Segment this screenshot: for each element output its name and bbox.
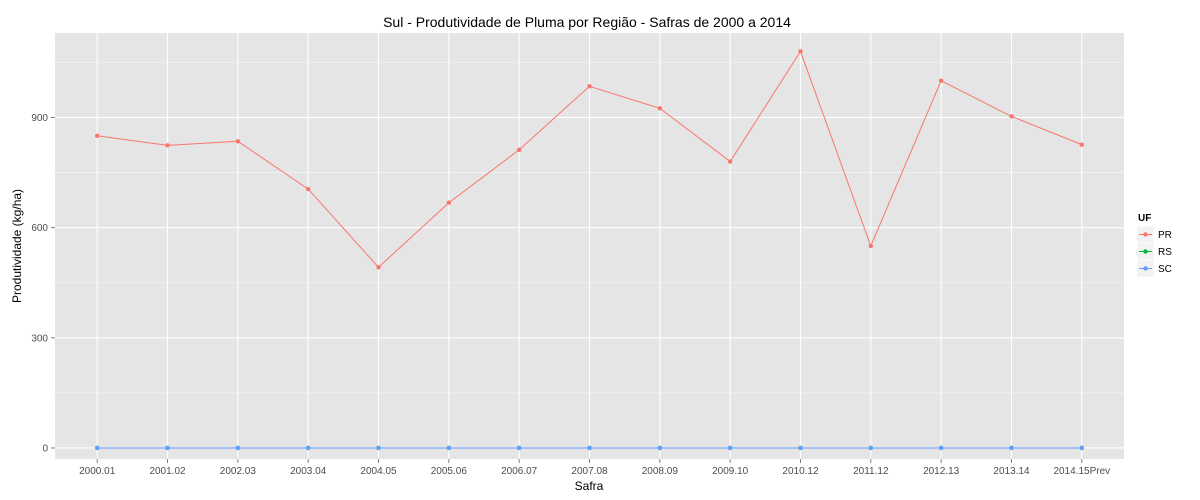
data-point-sc xyxy=(727,445,733,451)
legend-swatch-point xyxy=(1143,266,1148,271)
legend-swatch-point xyxy=(1143,249,1148,254)
data-point-pr xyxy=(657,106,663,111)
x-tick-label: 2005.06 xyxy=(431,466,468,477)
legend-title: UF xyxy=(1138,213,1151,224)
data-point-pr xyxy=(446,200,452,205)
data-point-pr xyxy=(94,133,100,139)
data-point-sc xyxy=(446,445,452,451)
x-tick-label: 2003.04 xyxy=(290,466,327,477)
y-tick-label: 600 xyxy=(31,223,48,234)
data-point-pr xyxy=(938,78,944,83)
data-point-pr xyxy=(587,84,592,89)
data-point-sc xyxy=(165,445,170,451)
legend-label-sc: SC xyxy=(1158,264,1172,275)
chart-title: Sul - Produtividade de Pluma por Região … xyxy=(383,14,791,30)
data-point-pr xyxy=(165,143,170,148)
y-tick-label: 0 xyxy=(42,443,48,454)
data-point-sc xyxy=(657,445,663,451)
data-point-pr xyxy=(376,265,381,270)
legend-label-pr: PR xyxy=(1158,230,1172,241)
data-point-sc xyxy=(94,445,100,451)
data-point-sc xyxy=(516,445,522,451)
x-tick-label: 2006.07 xyxy=(501,466,538,477)
y-tick-label: 900 xyxy=(31,113,48,124)
major-gridlines xyxy=(55,33,1124,459)
data-point-pr xyxy=(516,147,522,152)
data-point-pr xyxy=(235,139,241,144)
data-point-pr xyxy=(1079,142,1085,147)
data-point-sc xyxy=(305,445,311,451)
data-point-sc xyxy=(938,445,944,451)
data-point-pr xyxy=(868,243,874,249)
data-point-pr xyxy=(305,186,311,192)
data-point-sc xyxy=(1079,445,1085,451)
x-tick-label: 2001.02 xyxy=(149,466,186,477)
x-tick-label: 2012.13 xyxy=(923,466,960,477)
x-tick-label: 2014.15Prev xyxy=(1053,466,1110,477)
x-tick-label: 2000.01 xyxy=(79,466,116,477)
x-tick-label: 2011.12 xyxy=(853,466,889,477)
data-point-pr xyxy=(1009,114,1014,119)
data-point-pr xyxy=(727,159,733,164)
x-tick-label: 2007.08 xyxy=(571,466,608,477)
x-axis-title: Safra xyxy=(575,479,604,493)
x-tick-label: 2008.09 xyxy=(642,466,679,477)
data-point-sc xyxy=(798,445,803,451)
x-tick-label: 2010.12 xyxy=(782,466,819,477)
data-point-sc xyxy=(235,445,241,451)
y-axis-title: Produtividade (kg/ha) xyxy=(10,189,24,303)
legend-label-rs: RS xyxy=(1158,247,1172,258)
x-tick-label: 2013.14 xyxy=(993,466,1030,477)
legend-swatch-point xyxy=(1143,232,1148,237)
y-tick-label: 300 xyxy=(31,333,48,344)
legend: UF PR RS SC xyxy=(1136,213,1172,278)
x-tick-label: 2002.03 xyxy=(220,466,257,477)
data-point-sc xyxy=(587,445,592,451)
data-point-pr xyxy=(798,49,803,54)
data-point-sc xyxy=(868,445,874,451)
series-points xyxy=(94,49,1085,451)
y-axis: 0 300 600 900 xyxy=(31,113,55,454)
x-tick-label: 2004.05 xyxy=(360,466,397,477)
x-axis: 2000.01 2001.02 2002.03 2003.04 2004.05 2005.… xyxy=(79,459,1110,477)
data-point-sc xyxy=(376,445,381,451)
data-point-sc xyxy=(1009,445,1014,451)
x-tick-label: 2009.10 xyxy=(712,466,749,477)
